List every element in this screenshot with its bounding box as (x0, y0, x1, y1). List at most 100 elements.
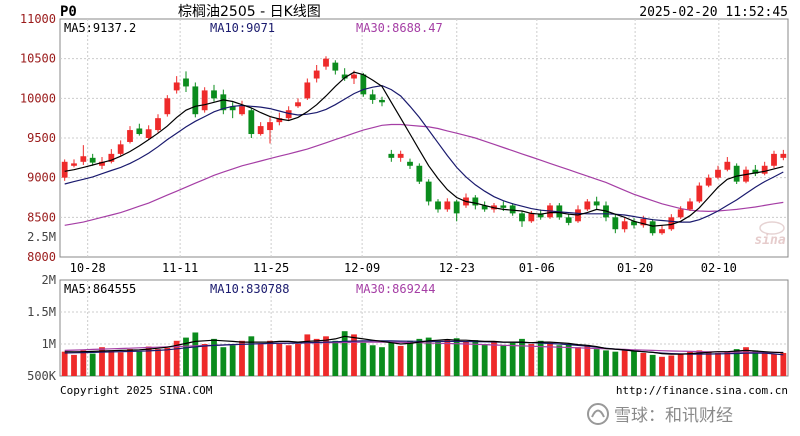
candle-body (351, 74, 357, 79)
candle-body (593, 201, 600, 206)
sina-logo: sina (754, 221, 786, 248)
price-ma10-label: MA10:9071 (210, 21, 275, 35)
price-tick-label: 8000 (27, 250, 56, 264)
volume-bar (257, 344, 264, 376)
ma5-volume-line (64, 335, 784, 355)
volume-bar (612, 351, 619, 376)
volume-bar (547, 342, 553, 376)
candle-body (519, 213, 525, 222)
candle-body (509, 205, 516, 214)
candle (313, 65, 320, 83)
volume-bar (239, 340, 245, 376)
candle-body (612, 217, 619, 230)
date-tick-label: 02-10 (701, 261, 737, 275)
volume-bar (519, 338, 525, 376)
volume-bar (89, 353, 96, 376)
candle-body (724, 161, 731, 170)
snowball-icon (587, 403, 609, 425)
candle (435, 199, 441, 213)
date-tick-label: 01-20 (617, 261, 653, 275)
date-tick-label: 10-28 (70, 261, 106, 275)
volume-bar (537, 340, 544, 376)
volume-bar (99, 347, 105, 376)
candle (369, 89, 376, 104)
volume-bar (509, 342, 516, 376)
volume-bar (369, 345, 376, 376)
volume-bar (481, 344, 488, 376)
sina-logo-text: sina (754, 233, 785, 248)
volume-bar (743, 347, 749, 376)
volume-bars (61, 331, 787, 376)
candle-body (155, 118, 161, 131)
ma5-volume-path (64, 335, 784, 355)
candle-body (668, 217, 675, 230)
volume-bar (276, 342, 283, 376)
candle-body (715, 169, 721, 178)
candle (323, 56, 329, 70)
candle (565, 214, 572, 226)
volume-bar (640, 352, 647, 376)
candle-body (164, 98, 171, 115)
datetime-label: 2025-02-20 11:52:45 (639, 5, 788, 20)
source-url: http://finance.sina.com.cn (616, 384, 788, 397)
candle-body (640, 218, 647, 226)
volume-bar (173, 340, 180, 376)
candle (631, 218, 637, 229)
volume-bar (528, 344, 535, 376)
volume-bar (565, 344, 572, 376)
candle-body (388, 153, 395, 158)
volume-bar (248, 336, 255, 376)
price-tick-label: 8500 (27, 210, 56, 224)
candle-body (425, 181, 432, 202)
xueqiu-watermark: 雪球：和讯财经 (587, 403, 733, 426)
candle-body (136, 128, 143, 135)
candle (341, 68, 348, 81)
volume-tick-label: 500K (27, 369, 57, 383)
candle (733, 163, 740, 185)
candle (724, 157, 731, 172)
candle (183, 71, 189, 92)
copyright-text: Copyright 2025 SINA.COM (60, 384, 213, 397)
ma5-price-path (64, 71, 784, 227)
volume-bar (323, 336, 329, 376)
volume-bar (136, 351, 143, 376)
candle-body (285, 110, 292, 119)
volume-bar (603, 350, 609, 376)
volume-bar (500, 345, 507, 376)
candle (295, 98, 301, 108)
candle (145, 125, 152, 140)
candle (659, 225, 665, 235)
candle (192, 82, 199, 118)
candle (229, 102, 236, 119)
candle (117, 140, 124, 156)
candle (155, 114, 161, 133)
ma30-price-path (64, 123, 784, 226)
candle-body (304, 82, 311, 99)
volume-bar (771, 353, 777, 376)
candle (388, 149, 395, 162)
volume-bar (491, 341, 497, 376)
volume-bar (304, 334, 311, 376)
price-tick-label: 9000 (27, 171, 56, 185)
candle-body (696, 185, 703, 202)
chart-title: 棕榈油2505 - 日K线图 (178, 4, 321, 20)
volume-bar (108, 350, 115, 376)
price-axis: 11000 10500 10000 9500 9000 8500 8000 2.5M (20, 12, 56, 264)
volume-axis: 2M 1.5M 1M 500K (27, 273, 57, 383)
candle (80, 145, 87, 165)
candle-body (145, 129, 152, 138)
candle (621, 217, 628, 233)
symbol-label: P0 (60, 4, 77, 20)
candle (211, 84, 217, 102)
candle (509, 203, 516, 216)
date-tick-label: 11-25 (253, 261, 289, 275)
volume-bar (425, 337, 432, 376)
price-tick-label: 11000 (20, 12, 56, 26)
ma10-price-line (64, 84, 784, 223)
volume-panel-frame (59, 279, 789, 377)
candle (584, 199, 591, 211)
candle-body (108, 153, 115, 162)
volume-tick-label: 1.5M (27, 305, 56, 319)
volume-bar (127, 349, 133, 376)
